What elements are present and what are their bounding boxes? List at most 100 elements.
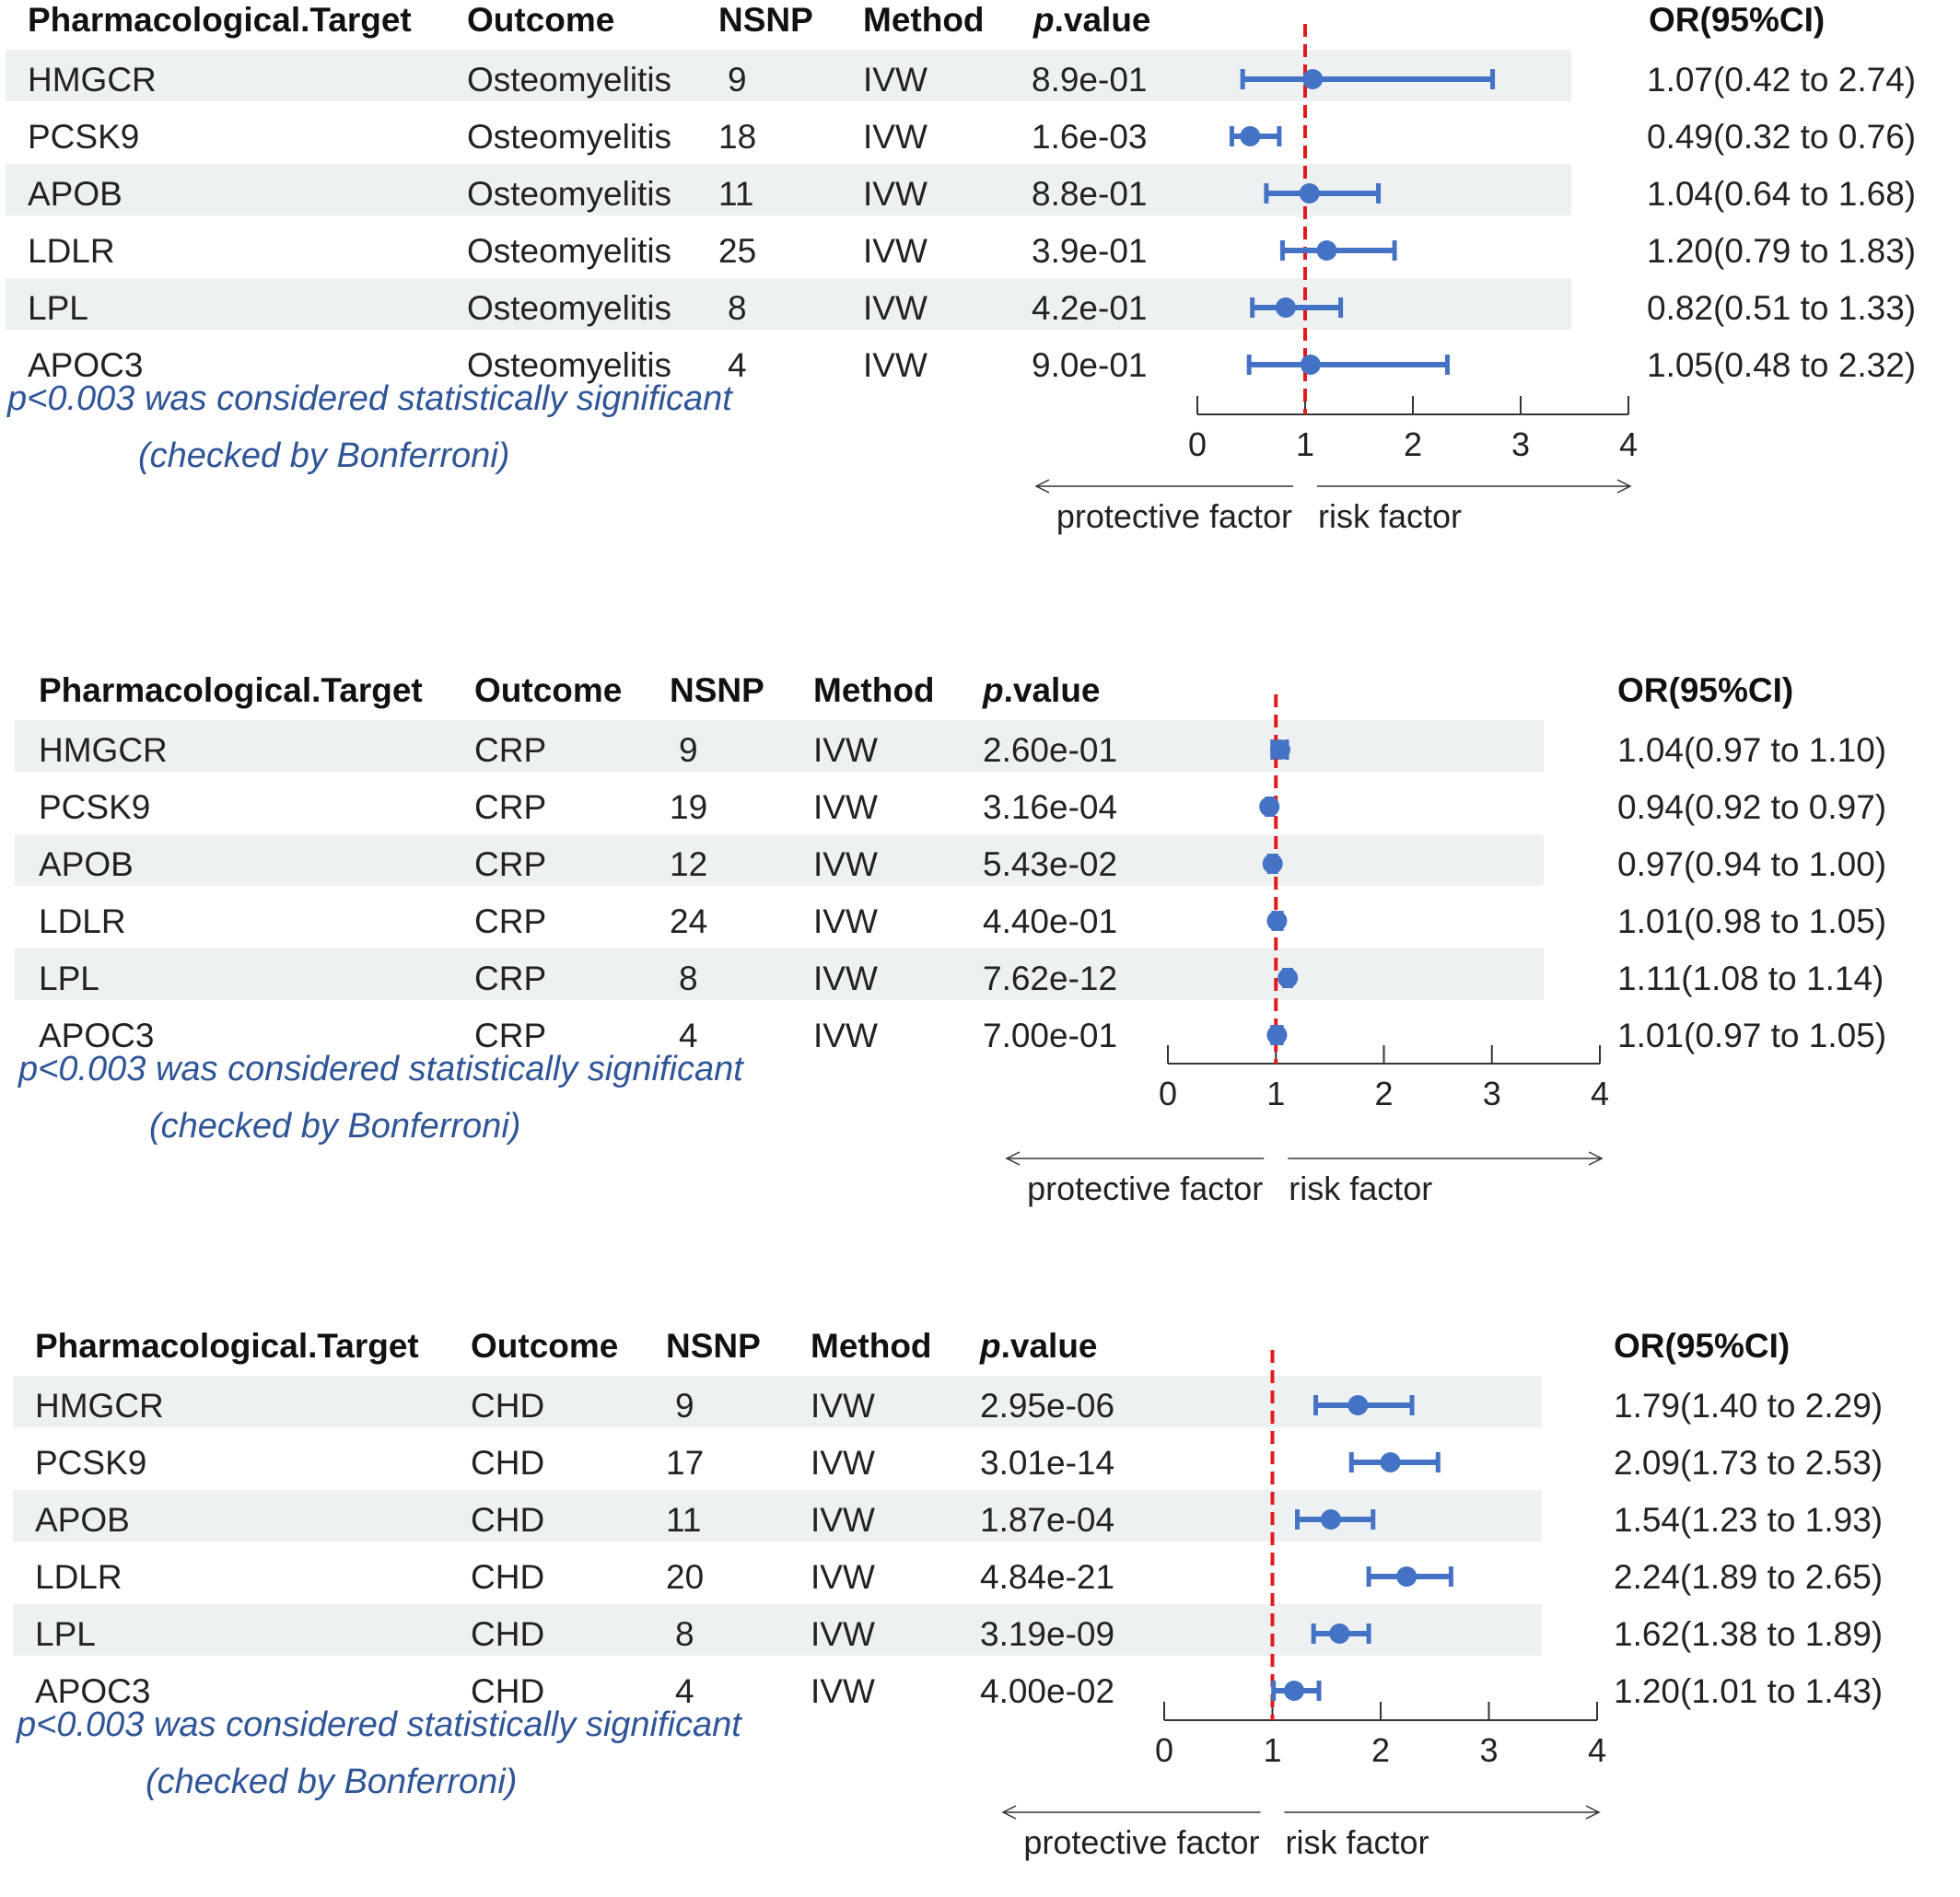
- x-tick-label: 0: [1155, 1731, 1173, 1769]
- cell-nsnp: 4: [675, 1672, 694, 1710]
- cell-nsnp: 8: [679, 960, 698, 997]
- cell-target: APOB: [28, 175, 122, 213]
- cell-or: 1.79(1.40 to 2.29): [1614, 1387, 1884, 1425]
- cell-pvalue: 9.0e-01: [1032, 346, 1148, 384]
- cell-pvalue: 3.9e-01: [1032, 232, 1148, 270]
- cell-or: 0.49(0.32 to 0.76): [1647, 118, 1917, 156]
- cell-or: 0.97(0.94 to 1.00): [1617, 845, 1887, 883]
- cell-method: IVW: [811, 1444, 875, 1482]
- cell-target: PCSK9: [39, 788, 151, 826]
- bonferroni-note: (checked by Bonferroni): [138, 436, 510, 475]
- row-stripe: [13, 1604, 1542, 1656]
- header-nsnp: NSNP: [718, 1, 813, 39]
- cell-pvalue: 8.9e-01: [1032, 61, 1148, 99]
- cell-outcome: Osteomyelitis: [467, 118, 672, 156]
- cell-target: APOB: [39, 845, 134, 883]
- header-outcome: Outcome: [474, 671, 623, 709]
- cell-nsnp: 20: [666, 1558, 705, 1596]
- cell-target: PCSK9: [35, 1444, 147, 1482]
- cell-method: IVW: [863, 346, 928, 384]
- header-outcome: Outcome: [467, 1, 615, 39]
- or-point: [1259, 797, 1280, 817]
- cell-pvalue: 3.16e-04: [983, 788, 1118, 826]
- header-pvalue-rest: .value: [1000, 1327, 1098, 1365]
- cell-pvalue: 1.87e-04: [980, 1501, 1115, 1539]
- or-point: [1269, 739, 1290, 760]
- cell-pvalue: 2.60e-01: [983, 731, 1118, 769]
- cell-nsnp: 18: [718, 118, 757, 156]
- cell-or: 1.20(0.79 to 1.83): [1647, 232, 1917, 270]
- note-p: p: [18, 1050, 39, 1088]
- cell-pvalue: 4.2e-01: [1032, 289, 1148, 327]
- cell-or: 1.62(1.38 to 1.89): [1614, 1615, 1884, 1653]
- cell-outcome: Osteomyelitis: [467, 61, 672, 99]
- cell-method: IVW: [863, 232, 928, 270]
- protective-factor-label: protective factor: [1023, 1823, 1259, 1861]
- header-pvalue-p: p: [980, 1327, 1001, 1365]
- x-tick-label: 3: [1479, 1731, 1498, 1769]
- cell-method: IVW: [863, 175, 928, 213]
- row-stripe: [13, 1376, 1542, 1427]
- header-pvalue-rest: .value: [1003, 671, 1101, 709]
- risk-factor-label: risk factor: [1318, 497, 1462, 535]
- header-outcome: Outcome: [471, 1327, 619, 1365]
- x-tick-label: 1: [1266, 1075, 1285, 1112]
- header-pvalue-p: p: [1033, 1, 1055, 39]
- header-pvalue-rest: .value: [1054, 1, 1151, 39]
- or-point: [1262, 854, 1283, 874]
- note-text: <0.003 was considered statistically sign…: [36, 1705, 741, 1744]
- header-pvalue: p.value: [1033, 3, 1151, 37]
- significance-note: p<0.003 was considered statistically sig…: [17, 1707, 741, 1742]
- cell-pvalue: 4.00e-02: [980, 1672, 1115, 1710]
- or-point: [1320, 1509, 1341, 1530]
- header-or: OR(95%CI): [1649, 1, 1826, 39]
- cell-outcome: Osteomyelitis: [467, 175, 672, 213]
- cell-target: LPL: [28, 289, 88, 327]
- cell-outcome: CHD: [471, 1444, 545, 1482]
- cell-pvalue: 3.19e-09: [980, 1615, 1115, 1653]
- cell-outcome: CRP: [474, 1017, 547, 1054]
- cell-nsnp: 19: [670, 788, 708, 826]
- cell-target: APOC3: [39, 1017, 155, 1054]
- header-method: Method: [863, 1, 985, 39]
- cell-or: 0.82(0.51 to 1.33): [1647, 289, 1917, 327]
- cell-target: APOC3: [28, 346, 144, 384]
- forest-panel-chd: Pharmacological.Target Outcome NSNP Meth…: [0, 1326, 1960, 1897]
- cell-method: IVW: [813, 845, 878, 883]
- cell-or: 1.04(0.64 to 1.68): [1647, 175, 1917, 213]
- x-tick-label: 1: [1296, 425, 1314, 463]
- risk-arrowhead: [1585, 1805, 1601, 1820]
- or-point: [1266, 1025, 1288, 1045]
- header-pvalue: p.value: [980, 1329, 1098, 1363]
- cell-target: LDLR: [39, 902, 126, 940]
- cell-target: APOC3: [35, 1672, 151, 1710]
- cell-target: LPL: [39, 960, 99, 997]
- protective-arrowhead: [1005, 1151, 1021, 1166]
- cell-outcome: CHD: [471, 1558, 545, 1596]
- x-tick-label: 1: [1263, 1731, 1281, 1769]
- cell-method: IVW: [811, 1672, 875, 1710]
- or-point: [1266, 911, 1288, 931]
- header-pvalue: p.value: [983, 673, 1101, 707]
- header-pvalue-p: p: [983, 671, 1004, 709]
- cell-or: 1.01(0.97 to 1.05): [1617, 1017, 1887, 1054]
- or-point: [1348, 1395, 1369, 1415]
- cell-nsnp: 9: [728, 61, 747, 99]
- or-point: [1278, 968, 1299, 988]
- cell-pvalue: 7.00e-01: [983, 1017, 1118, 1054]
- x-tick-label: 4: [1588, 1731, 1606, 1769]
- header-target: Pharmacological.Target: [39, 671, 423, 709]
- x-tick-label: 0: [1188, 425, 1207, 463]
- risk-arrowhead: [1616, 479, 1632, 494]
- header-method: Method: [813, 671, 935, 709]
- cell-target: LDLR: [35, 1558, 122, 1596]
- significance-note: p<0.003 was considered statistically sig…: [7, 381, 732, 416]
- x-tick-label: 2: [1371, 1731, 1390, 1769]
- cell-pvalue: 2.95e-06: [980, 1387, 1115, 1425]
- or-point: [1329, 1624, 1350, 1644]
- cell-outcome: Osteomyelitis: [467, 232, 672, 270]
- cell-nsnp: 4: [728, 346, 747, 384]
- cell-target: HMGCR: [28, 61, 157, 99]
- cell-pvalue: 7.62e-12: [983, 960, 1118, 997]
- or-point: [1302, 69, 1324, 89]
